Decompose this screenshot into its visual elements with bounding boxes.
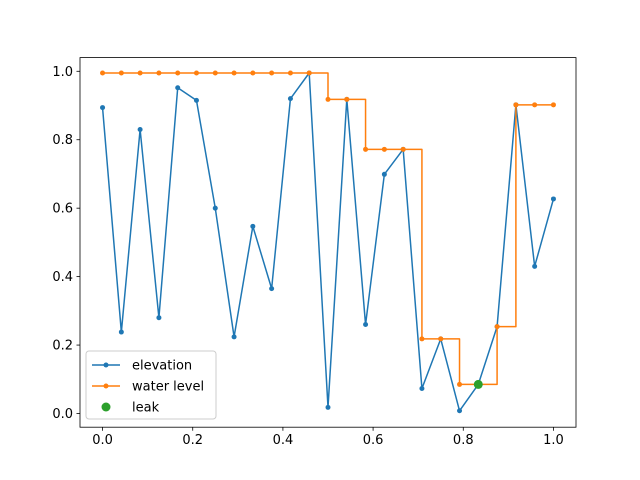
water-level-point-4 [175,70,181,76]
elevation-point-1 [118,329,124,335]
water-level-point-7 [231,70,237,76]
water-level-point-15 [381,146,387,152]
water-level-point-14 [363,146,369,152]
elevation-point-6 [212,205,218,211]
legend-swatch-elevation [103,362,109,368]
y-tick-label-1: 0.2 [52,339,73,354]
leak-marker-0 [473,379,483,389]
elevation-point-10 [287,96,293,102]
elevation-point-5 [193,97,199,103]
y-tick-label-4: 0.8 [52,133,73,148]
water-level-point-23 [532,102,538,108]
elevation-point-19 [457,408,463,414]
elevation-point-0 [100,105,106,111]
elevation-point-12 [325,404,331,410]
water-level-point-5 [193,70,199,76]
axes-frame [79,57,577,428]
water-level-point-10 [287,70,293,76]
water-level-point-17 [419,336,425,342]
y-tick-label-0: 0.0 [52,407,73,422]
water-level-point-12 [325,96,331,102]
elevation-point-24 [550,196,556,202]
x-tick-label-1: 0.2 [182,433,203,448]
elevation-point-23 [532,263,538,269]
legend-box [85,350,217,420]
elevation-point-15 [381,171,387,177]
legend-swatch-water-level [103,383,109,389]
legend-label-elevation: elevation [132,359,192,374]
elevation-point-7 [231,334,237,340]
elevation-point-17 [419,386,425,392]
x-tick-label-3: 0.6 [363,433,384,448]
legend-label-water-level: water level [132,380,204,395]
x-tick-label-4: 0.8 [453,433,474,448]
elevation-point-2 [137,126,143,132]
water-level-point-21 [494,324,500,330]
axes: 0.0 0.2 0.4 0.6 0.8 1.0 0.0 0.2 0.4 0.6 0.8 1.0 [52,57,577,448]
elevation-point-3 [156,315,162,321]
y-tick-label-2: 0.4 [52,270,73,285]
water-level-point-6 [212,70,218,76]
water-level-point-9 [269,70,275,76]
water-level-point-22 [513,102,519,108]
water-level-point-13 [344,96,350,102]
water-level-point-24 [550,102,556,108]
water-level-point-1 [118,70,124,76]
y-tick-label-3: 0.6 [52,202,73,217]
water-level-point-11 [306,70,312,76]
elevation-point-14 [363,322,369,328]
water-level-point-3 [156,70,162,76]
legend-swatch-leak [101,402,111,412]
y-tick-label-5: 1.0 [52,65,73,80]
x-tick-label-5: 1.0 [543,433,564,448]
water-level-point-8 [250,70,256,76]
x-tick-label-2: 0.4 [273,433,294,448]
water-level-point-2 [137,70,143,76]
water-level-point-16 [400,146,406,152]
water-level-point-19 [457,381,463,387]
water-level-point-0 [100,70,106,76]
legend: elevation water level leak [85,350,217,420]
elevation-point-4 [175,85,181,91]
water-level-point-18 [438,336,444,342]
plot-content [100,70,556,414]
elevation-point-8 [250,223,256,229]
x-tick-label-0: 0.0 [92,433,113,448]
elevation-point-9 [269,286,275,292]
legend-label-leak: leak [132,401,160,416]
